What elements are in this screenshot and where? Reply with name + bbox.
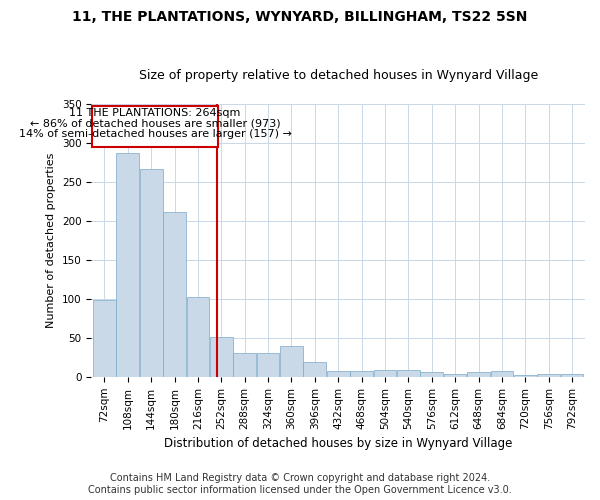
Bar: [280, 346, 303, 377]
Bar: [257, 352, 280, 377]
Bar: [92, 106, 218, 147]
Bar: [421, 372, 443, 377]
Bar: [350, 370, 373, 377]
Bar: [116, 153, 139, 377]
Bar: [514, 376, 536, 377]
Text: 11, THE PLANTATIONS, WYNYARD, BILLINGHAM, TS22 5SN: 11, THE PLANTATIONS, WYNYARD, BILLINGHAM…: [73, 10, 527, 24]
Bar: [374, 370, 397, 377]
Bar: [327, 370, 350, 377]
Bar: [537, 374, 560, 377]
Bar: [444, 374, 466, 377]
X-axis label: Distribution of detached houses by size in Wynyard Village: Distribution of detached houses by size …: [164, 437, 512, 450]
Text: 14% of semi-detached houses are larger (157) →: 14% of semi-detached houses are larger (…: [19, 130, 292, 140]
Bar: [397, 370, 420, 377]
Bar: [560, 374, 583, 377]
Y-axis label: Number of detached properties: Number of detached properties: [46, 152, 56, 328]
Bar: [93, 300, 116, 377]
Bar: [140, 168, 163, 377]
Bar: [187, 296, 209, 377]
Bar: [163, 212, 186, 377]
Title: Size of property relative to detached houses in Wynyard Village: Size of property relative to detached ho…: [139, 69, 538, 82]
Bar: [491, 372, 513, 377]
Text: Contains HM Land Registry data © Crown copyright and database right 2024.
Contai: Contains HM Land Registry data © Crown c…: [88, 474, 512, 495]
Bar: [233, 354, 256, 377]
Bar: [304, 362, 326, 377]
Bar: [467, 372, 490, 377]
Text: 11 THE PLANTATIONS: 264sqm: 11 THE PLANTATIONS: 264sqm: [70, 108, 241, 118]
Text: ← 86% of detached houses are smaller (973): ← 86% of detached houses are smaller (97…: [30, 118, 280, 128]
Bar: [210, 337, 233, 377]
